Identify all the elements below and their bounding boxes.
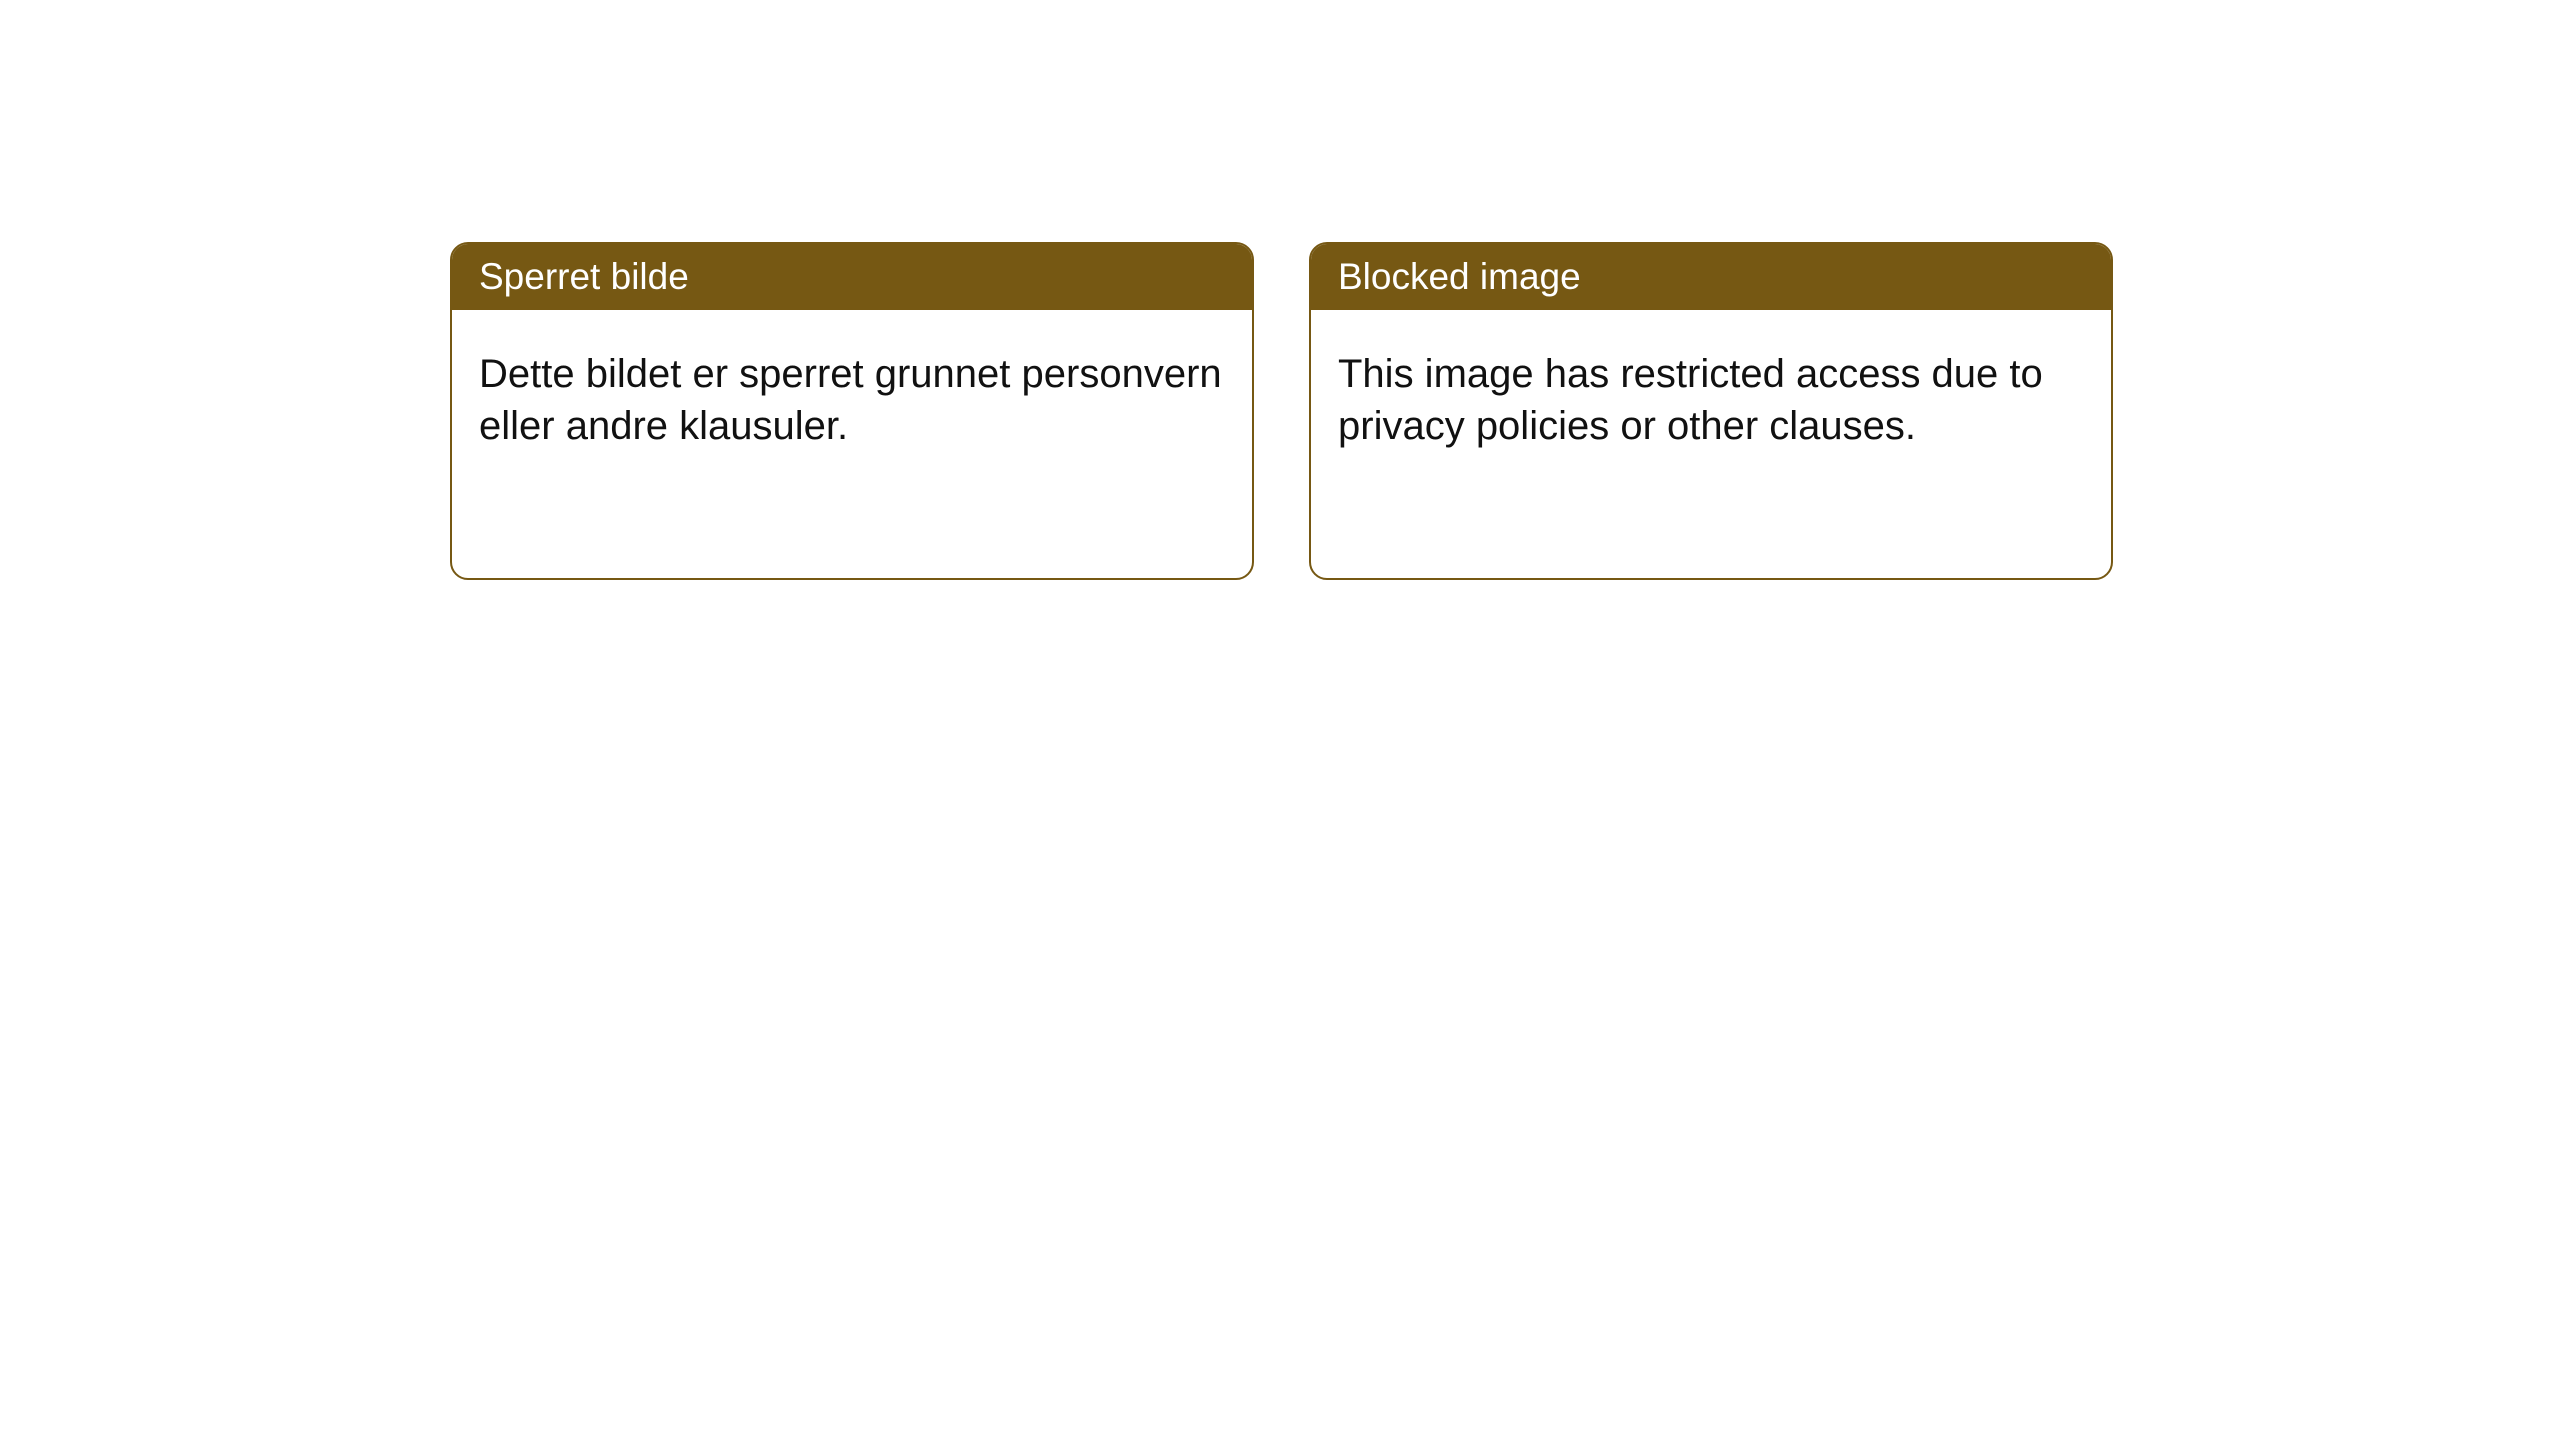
notice-cards-container: Sperret bilde Dette bildet er sperret gr… — [450, 242, 2113, 580]
notice-header-en: Blocked image — [1311, 244, 2111, 310]
notice-card-no: Sperret bilde Dette bildet er sperret gr… — [450, 242, 1254, 580]
notice-body-en: This image has restricted access due to … — [1311, 310, 2111, 479]
notice-header-no: Sperret bilde — [452, 244, 1252, 310]
notice-card-en: Blocked image This image has restricted … — [1309, 242, 2113, 580]
notice-body-no: Dette bildet er sperret grunnet personve… — [452, 310, 1252, 479]
